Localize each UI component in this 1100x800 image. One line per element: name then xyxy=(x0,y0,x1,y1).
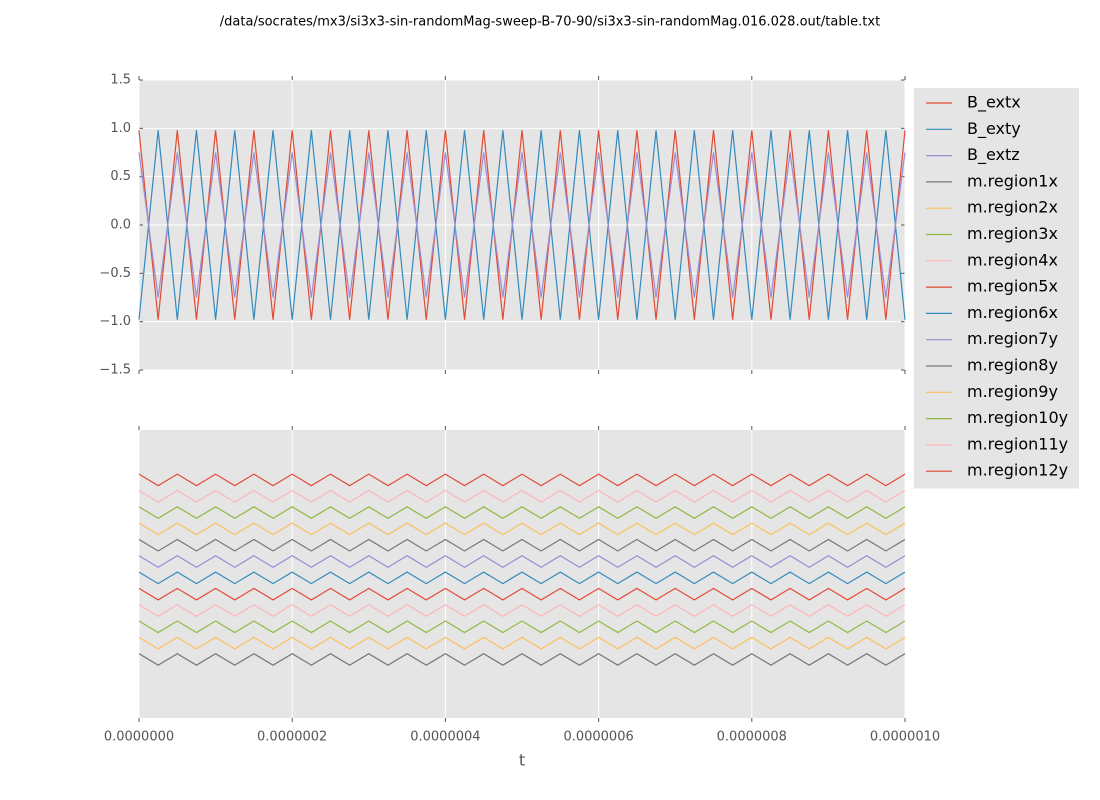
legend-label: m.region12y xyxy=(967,461,1068,480)
legend-label: B_extx xyxy=(967,93,1021,113)
legend-label: m.region11y xyxy=(967,434,1068,453)
legend-label: m.region6x xyxy=(967,303,1058,322)
y-tick-label: −0.5 xyxy=(99,266,131,281)
chart-title: /data/socrates/mx3/si3x3-sin-randomMag-s… xyxy=(220,15,880,30)
legend-label: B_extz xyxy=(967,145,1020,165)
y-tick-label: −1.0 xyxy=(99,314,131,329)
line xyxy=(138,152,906,298)
line xyxy=(138,636,906,650)
legend-label: m.region5x xyxy=(967,277,1058,296)
line xyxy=(138,587,906,601)
line xyxy=(138,130,906,320)
line xyxy=(138,473,906,487)
legend-label: m.region7y xyxy=(967,329,1058,348)
legend-label: m.region10y xyxy=(967,408,1068,427)
legend-label: m.region3x xyxy=(967,224,1058,243)
line xyxy=(138,522,906,536)
x-tick-label: 0.0000006 xyxy=(563,730,633,745)
line xyxy=(138,652,906,666)
x-tick-label: 0.0000002 xyxy=(257,730,327,745)
x-tick-label: 0.0000000 xyxy=(104,730,174,745)
line xyxy=(138,555,906,568)
line xyxy=(138,506,906,520)
legend-label: B_exty xyxy=(967,119,1021,139)
x-tick-label: 0.0000008 xyxy=(717,730,787,745)
y-tick-label: 1.5 xyxy=(110,73,131,88)
x-tick-label: 0.0000010 xyxy=(870,730,940,745)
line xyxy=(138,620,906,634)
line xyxy=(138,489,906,503)
y-tick-label: 0.5 xyxy=(110,169,131,184)
line xyxy=(138,571,906,585)
y-tick-label: 0.0 xyxy=(110,218,131,233)
legend-label: m.region1x xyxy=(967,171,1058,190)
line xyxy=(138,538,906,552)
x-axis-label: t xyxy=(519,751,525,770)
legend-label: m.region9y xyxy=(967,382,1058,401)
legend-label: m.region8y xyxy=(967,356,1058,375)
legend-label: m.region2x xyxy=(967,198,1058,217)
legend-label: m.region4x xyxy=(967,250,1058,269)
plot-area xyxy=(139,430,905,718)
y-tick-label: −1.5 xyxy=(99,363,131,378)
y-tick-label: 1.0 xyxy=(110,121,131,136)
line xyxy=(138,604,906,617)
line xyxy=(138,130,906,320)
x-tick-label: 0.0000004 xyxy=(410,730,480,745)
legend-box xyxy=(914,88,1079,489)
